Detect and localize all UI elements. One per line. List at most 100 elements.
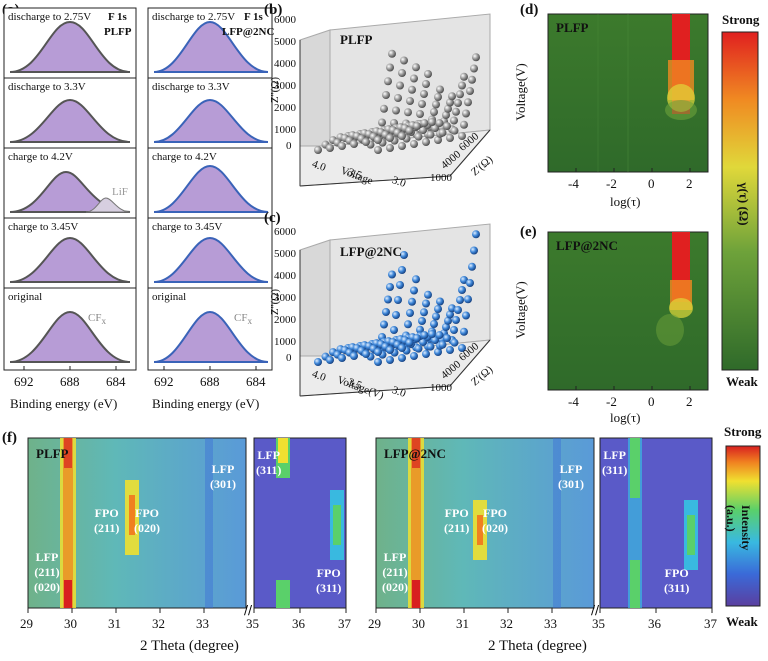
eis-marker: [418, 317, 426, 325]
eis-marker: [434, 136, 442, 144]
eis-marker: [460, 120, 468, 129]
axis-break-right: //: [591, 603, 600, 617]
xrd-left-annot: LFP (211) (020): [34, 550, 60, 594]
drt-d-ylabel: Voltage(V): [512, 63, 528, 121]
eis-marker: [422, 80, 430, 88]
eis-marker: [386, 144, 394, 152]
panel-e-label: (e): [520, 224, 537, 240]
eis-marker: [414, 344, 423, 353]
drt-d-xtick: -2: [606, 176, 617, 191]
eis-marker: [424, 290, 432, 299]
eis-marker: [406, 97, 414, 105]
eis-marker: [434, 305, 442, 313]
eis-c-z1tick: 1000: [430, 382, 452, 394]
eis-marker: [392, 106, 400, 115]
eis-marker: [338, 354, 346, 362]
eis-marker: [338, 142, 346, 150]
xps-right-element: F 1s: [244, 11, 263, 23]
eis-marker: [326, 144, 334, 152]
eis-c-ztick: 6000: [274, 226, 296, 238]
xps-left-element: F 1s: [108, 11, 127, 23]
eis-marker: [434, 93, 442, 101]
drt-d-xtick: 2: [686, 176, 693, 191]
xps-left-xtick: 688: [60, 374, 80, 389]
eis-marker: [460, 72, 468, 81]
xps-left-material: PLFP: [104, 26, 132, 38]
eis-marker: [398, 132, 406, 140]
xrd-xtick: 35: [246, 616, 259, 631]
xrd-xtick: 32: [152, 616, 165, 631]
xrd-ticks: [27, 608, 713, 613]
eis-marker: [420, 90, 428, 98]
eis-marker: [390, 326, 398, 334]
xrd-xtick: 32: [500, 616, 513, 631]
eis-marker: [380, 320, 388, 329]
xps-right-column: [147, 7, 273, 371]
drt-e-xtick: 2: [686, 394, 693, 409]
eis-marker: [386, 63, 394, 72]
eis-marker: [413, 334, 421, 343]
xps-right-cfx: CFx: [234, 312, 253, 327]
eis-marker: [424, 70, 432, 78]
drt-d-title: PLFP: [556, 20, 589, 35]
xrd-xtick: 30: [64, 616, 77, 631]
xrd-xtick: 37: [704, 616, 717, 631]
eis-marker: [350, 352, 358, 360]
eis-b-ztick: 4000: [274, 58, 296, 70]
eis-marker: [398, 354, 406, 362]
eis-marker: [435, 119, 444, 128]
axis-break-left: //: [244, 603, 253, 617]
xrd-left-title: PLFP: [36, 446, 69, 461]
eis-marker: [432, 100, 440, 109]
eis-marker: [386, 346, 394, 354]
eis-marker: [450, 126, 459, 135]
xrd-left-annot: FPO (020): [134, 506, 160, 535]
eis-marker: [362, 138, 370, 146]
eis-marker: [468, 262, 476, 271]
drt-e-ylabel: Voltage(V): [512, 281, 528, 339]
eis-marker: [458, 344, 466, 352]
eis-marker: [398, 344, 406, 352]
eis-marker: [362, 350, 370, 358]
xps-left-column: [3, 7, 137, 371]
eis-marker: [420, 331, 429, 340]
eis-marker: [378, 118, 386, 127]
xrd-right-annot: LFP (211) (020): [382, 550, 408, 594]
eis-marker: [454, 99, 462, 107]
eis-marker: [384, 295, 392, 304]
eis-marker: [374, 348, 382, 356]
xps-right-xtick: 688: [200, 374, 220, 389]
eis-marker: [444, 104, 452, 113]
xrd-xtick: 36: [648, 616, 661, 631]
xps-right-row-2: discharge to 3.3V: [152, 81, 230, 93]
eis-marker: [446, 134, 454, 142]
eis-marker: [410, 74, 418, 83]
xrd-xtick: 30: [412, 616, 425, 631]
eis-b-z1tick: 1000: [430, 172, 452, 184]
eis-marker: [386, 356, 394, 364]
eis-marker: [384, 77, 392, 86]
eis-marker: [438, 128, 447, 137]
xrd-right-xlabel: 2 Theta (degree): [488, 638, 587, 654]
xps-left-row-5: original: [8, 291, 43, 303]
xrd-xtick: 31: [108, 616, 121, 631]
eis-marker: [460, 327, 468, 336]
xrd-heatmap-nc: [375, 437, 713, 609]
panel-d-label: (d): [520, 2, 539, 18]
eis-b-ztick: 2000: [274, 102, 296, 114]
eis-marker: [448, 92, 456, 101]
eis-marker: [422, 299, 430, 308]
xrd-left-xlabel: 2 Theta (degree): [140, 638, 239, 654]
eis-marker: [388, 49, 396, 58]
eis-c-ztick: 3000: [274, 292, 296, 304]
xrd-colorbar-label: Intensity (a.u.): [724, 505, 753, 551]
xps-left-row-2: discharge to 3.3V: [8, 81, 86, 93]
eis-marker: [398, 69, 406, 77]
eis-marker: [350, 140, 358, 148]
eis-marker: [446, 346, 454, 354]
eis-marker: [412, 63, 420, 72]
eis-marker: [413, 122, 421, 131]
drt-e-xtick: -2: [606, 394, 617, 409]
eis-marker: [462, 311, 470, 320]
xps-right-row-1: discharge to 2.75V: [152, 11, 236, 23]
